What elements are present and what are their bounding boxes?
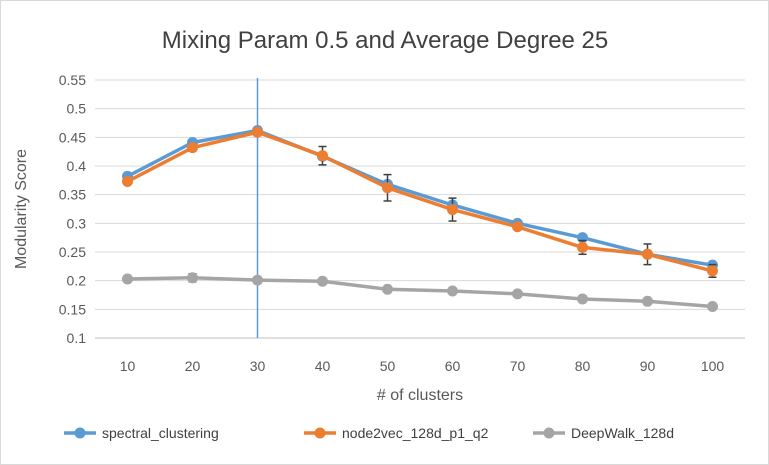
y-tick-label: 0.5 (67, 101, 87, 117)
x-tick-label: 70 (510, 358, 526, 374)
y-axis-ticks: 0.1 0.15 0.2 0.25 0.3 0.35 0.4 0.45 0.5 0.55 (59, 72, 86, 346)
data-point (122, 175, 133, 187)
y-tick-label: 0.35 (59, 187, 86, 203)
x-tick-label: 10 (120, 358, 136, 374)
data-point (642, 295, 653, 307)
gridlines (95, 79, 745, 339)
x-tick-label: 100 (701, 358, 725, 374)
y-tick-label: 0.4 (67, 158, 87, 174)
series-DeepWalk_128d (122, 272, 718, 312)
data-point (252, 274, 263, 286)
x-tick-label: 90 (640, 358, 656, 374)
x-tick-label: 80 (575, 358, 591, 374)
data-point (577, 241, 588, 253)
legend-label: spectral_clustering (102, 425, 219, 441)
legend-item: spectral_clustering (64, 425, 219, 441)
series-layer (122, 124, 718, 312)
data-point (577, 293, 588, 305)
x-tick-label: 40 (315, 358, 331, 374)
legend-item: DeepWalk_128d (533, 425, 674, 441)
legend-label: node2vec_128d_p1_q2 (342, 425, 489, 441)
y-tick-label: 0.3 (67, 215, 87, 231)
data-point (707, 265, 718, 277)
x-tick-label: 20 (185, 358, 201, 374)
x-axis-ticks: 10 20 30 40 50 60 70 80 90 100 (120, 358, 725, 374)
data-point (447, 204, 458, 216)
series-line (126, 130, 713, 273)
data-point (642, 248, 653, 260)
series-line (126, 128, 713, 267)
legend: spectral_clustering node2vec_128d_p1_q2 De… (64, 425, 674, 441)
data-point (317, 275, 328, 287)
y-tick-label: 0.15 (59, 301, 86, 317)
x-axis-title: # of clusters (377, 387, 463, 404)
data-point (382, 283, 393, 295)
series-node2vec_128d_p1_q2 (122, 126, 718, 278)
series-line (127, 276, 713, 309)
legend-marker (543, 427, 555, 439)
data-point (317, 150, 328, 162)
data-point (187, 142, 198, 154)
y-tick-label: 0.1 (67, 330, 87, 346)
data-point (707, 300, 718, 312)
chart-title: Mixing Param 0.5 and Average Degree 25 (162, 27, 609, 54)
legend-label: DeepWalk_128d (571, 425, 674, 441)
data-point (122, 273, 133, 285)
x-tick-label: 60 (445, 358, 461, 374)
y-tick-label: 0.55 (59, 72, 86, 88)
data-point (252, 126, 263, 138)
legend-marker (74, 427, 86, 439)
data-point (512, 221, 523, 233)
y-tick-label: 0.2 (67, 273, 87, 289)
data-point (512, 288, 523, 300)
data-point (187, 272, 198, 284)
y-axis-title: Modularity Score (13, 149, 30, 269)
legend-item: node2vec_128d_p1_q2 (304, 425, 489, 441)
legend-marker (314, 427, 326, 439)
x-tick-label: 30 (250, 358, 266, 374)
y-tick-label: 0.25 (59, 244, 86, 260)
data-point (382, 182, 393, 194)
x-tick-label: 50 (380, 358, 396, 374)
data-point (447, 285, 458, 297)
y-tick-label: 0.45 (59, 129, 86, 145)
